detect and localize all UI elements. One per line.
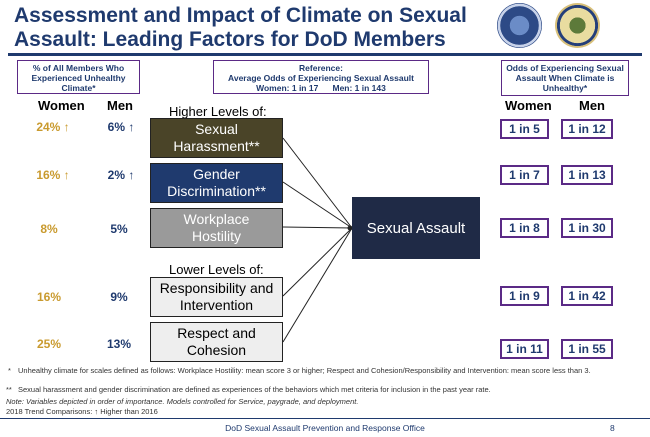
women-odds-discrimination: 1 in 7 (500, 165, 549, 185)
factor-label-line1: Gender (193, 166, 240, 182)
connector-junction (347, 225, 353, 231)
connector-discrimination (282, 181, 353, 229)
women-pct-respect: 25% (36, 337, 62, 351)
women-odds-harassment: 1 in 5 (500, 119, 549, 139)
factor-label-line2: Harassment** (173, 138, 260, 154)
section-lower: Lower Levels of: (169, 262, 264, 277)
men-odds-respect: 1 in 55 (561, 339, 613, 359)
factor-label-line2: Intervention (179, 297, 254, 313)
header-center-line2: Average Odds of Experiencing Sexual Assa… (228, 73, 414, 83)
connector-harassment (282, 137, 353, 229)
factor-label-line1: Respect and (177, 325, 256, 341)
col-women-right: Women (505, 98, 552, 113)
sapro-seal-icon (555, 3, 600, 48)
section-higher: Higher Levels of: (169, 104, 267, 119)
factor-label-line1: Workplace (183, 211, 250, 227)
factor-sexual-harassment: Sexual Harassment** (150, 118, 283, 158)
men-odds-discrimination: 1 in 13 (561, 165, 613, 185)
factor-workplace-hostility: Workplace Hostility (150, 208, 283, 248)
note-models: Note: Variables depicted in order of imp… (6, 397, 359, 406)
men-pct-hostility: 5% (110, 222, 128, 236)
men-pct-discrimination: 2% ↑ (107, 168, 135, 182)
header-center: Reference: Average Odds of Experiencing … (213, 60, 429, 94)
factor-label-line1: Sexual (195, 121, 238, 137)
page-number: 8 (610, 423, 615, 433)
note-definitions: Sexual harassment and gender discriminat… (18, 385, 491, 394)
header-right-text: Odds of Experiencing Sexual Assault When… (506, 63, 624, 93)
men-odds-hostility: 1 in 30 (561, 218, 613, 238)
col-men-right: Men (579, 98, 605, 113)
factor-label-line2: Hostility (191, 228, 241, 244)
dod-seal-icon (497, 3, 542, 48)
note-bullet-1: * (8, 366, 11, 375)
women-odds-respect: 1 in 11 (500, 339, 549, 359)
note-bullet-2: ** (6, 385, 12, 394)
footer-text: DoD Sexual Assault Prevention and Respon… (225, 423, 425, 433)
connector-responsibility (282, 227, 353, 297)
women-odds-hostility: 1 in 8 (500, 218, 549, 238)
factor-responsibility-intervention: Responsibility and Intervention (150, 277, 283, 317)
note-trend: 2018 Trend Comparisons: ↑ Higher than 20… (6, 407, 158, 416)
women-pct-discrimination: 16% ↑ (36, 168, 70, 182)
women-odds-responsibility: 1 in 9 (500, 286, 549, 306)
note-unhealthy-climate: Unhealthy climate for scales defined as … (18, 366, 591, 375)
men-pct-responsibility: 9% (110, 290, 128, 304)
women-pct-harassment: 24% ↑ (36, 120, 70, 134)
header-left-text: % of All Members Who Experienced Unhealt… (31, 63, 126, 93)
header-left: % of All Members Who Experienced Unhealt… (17, 60, 140, 94)
footer-bar (0, 418, 650, 437)
women-pct-hostility: 8% (40, 222, 58, 236)
page-title: Assessment and Impact of Climate on Sexu… (14, 4, 467, 51)
title-divider (8, 53, 642, 56)
men-odds-harassment: 1 in 12 (561, 119, 613, 139)
factor-respect-cohesion: Respect and Cohesion (150, 322, 283, 362)
men-odds-responsibility: 1 in 42 (561, 286, 613, 306)
men-pct-harassment: 6% ↑ (107, 120, 135, 134)
connector-hostility (282, 226, 353, 229)
header-center-line1: Reference: (299, 63, 343, 73)
col-women-left: Women (38, 98, 85, 113)
women-pct-responsibility: 16% (36, 290, 62, 304)
header-right: Odds of Experiencing Sexual Assault When… (501, 60, 629, 96)
factor-label-line2: Discrimination** (167, 183, 266, 199)
men-pct-respect: 13% (106, 337, 132, 351)
factor-label-line2: Cohesion (186, 342, 247, 358)
outcome-sexual-assault: Sexual Assault (352, 197, 480, 259)
factor-gender-discrimination: Gender Discrimination** (150, 163, 283, 203)
factor-label-line1: Responsibility and (159, 280, 274, 296)
header-center-line3: Women: 1 in 17 Men: 1 in 143 (256, 83, 386, 93)
connector-respect (282, 227, 353, 343)
col-men-left: Men (107, 98, 133, 113)
